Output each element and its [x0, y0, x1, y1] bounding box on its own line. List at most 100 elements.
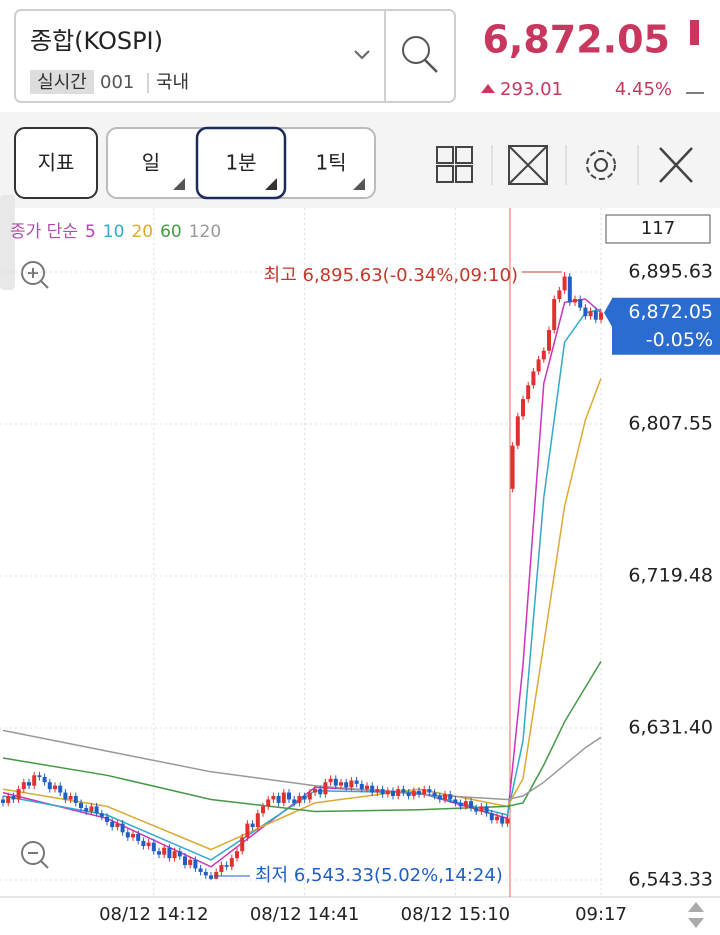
current-price: 6,872.05 [482, 18, 670, 62]
candle-body [411, 790, 416, 797]
candle-body [297, 796, 302, 803]
side-tab[interactable] [0, 195, 15, 290]
candle-body [21, 782, 26, 790]
candle-body [167, 847, 172, 859]
ma-line [2, 661, 602, 813]
candle-body [172, 851, 177, 859]
candle-body [94, 806, 99, 814]
candle-body [229, 858, 234, 867]
candle-body [53, 785, 57, 790]
candle-body [120, 823, 125, 833]
legend-entry: 5 [85, 222, 96, 242]
candle-body [193, 859, 198, 869]
candle-body [437, 796, 442, 800]
candle-body [110, 821, 115, 828]
candle-body [328, 778, 333, 783]
candle-body [401, 789, 406, 793]
index-title: 종합(KOSPI) [30, 27, 163, 55]
candle-body [417, 790, 421, 795]
candle-body [448, 794, 453, 800]
candle-body [89, 806, 94, 812]
candle-body [79, 802, 83, 809]
layout-icon[interactable] [436, 146, 473, 183]
settings-icon[interactable] [586, 150, 616, 180]
candle-body [510, 445, 515, 489]
candle-body [302, 796, 307, 800]
dropdown-icon[interactable] [354, 50, 370, 60]
legend-title: 종가 단순 [10, 222, 78, 242]
candle-body [406, 792, 411, 797]
expand-icon[interactable] [508, 145, 548, 185]
candle-body [250, 823, 255, 828]
x-tick-label: 09:17 [575, 904, 627, 925]
zoom-out[interactable] [21, 841, 49, 869]
candle-body [131, 833, 135, 838]
y-tick-label: 6,895.63 [628, 261, 713, 283]
market-label: 국내 [156, 72, 189, 93]
candle-body [521, 399, 525, 417]
candle-body [27, 782, 31, 786]
tools-icon[interactable] [659, 147, 693, 183]
last-price: 6,872.05 [628, 301, 713, 323]
candle-body [396, 789, 401, 797]
candle-body [235, 851, 239, 859]
x-tick-label: 08/12 14:41 [250, 904, 359, 925]
candle-body [6, 796, 11, 803]
candle-body [333, 778, 338, 786]
corner-mark [353, 178, 365, 190]
visible-count: 117 [641, 218, 675, 239]
period-label[interactable]: 일 [142, 151, 160, 175]
search-icon[interactable] [402, 36, 430, 64]
candle-body [469, 801, 473, 809]
candle-body [198, 868, 203, 872]
candle-body [541, 350, 546, 360]
candle-body [500, 816, 505, 824]
candle-body [365, 785, 369, 790]
candles [1, 272, 603, 880]
period-label[interactable]: 1틱 [315, 151, 346, 175]
x-tick-label: 08/12 15:10 [401, 904, 510, 925]
candle-body [1, 799, 5, 803]
grid [0, 208, 605, 897]
candle-body [11, 796, 16, 800]
period-label[interactable]: 1분 [225, 151, 256, 175]
candle-body [16, 789, 21, 800]
candle-body [547, 330, 551, 351]
candle-body [73, 796, 78, 803]
high-annotation: 최고 6,895.63(-0.34%,09:10) [264, 265, 518, 286]
candle-body [443, 794, 447, 800]
candle-body [515, 416, 520, 446]
candle-body [32, 775, 37, 786]
indicator-button[interactable] [14, 127, 98, 199]
candle-body [162, 847, 167, 855]
candle-body [385, 790, 390, 795]
index-code: 001 [100, 72, 134, 93]
legend-entry: 10 [103, 222, 125, 242]
legend-entry: 20 [131, 222, 153, 242]
ma-line [2, 298, 602, 868]
period-selected[interactable] [195, 126, 287, 200]
candle-body [58, 785, 63, 793]
candle-body [177, 851, 182, 857]
x-tick-label: 08/12 14:12 [99, 904, 208, 925]
zoom-in[interactable] [21, 261, 49, 289]
candle-body [552, 298, 557, 331]
candle-body [125, 832, 130, 838]
realtime-label: 실시간 [37, 72, 87, 93]
candle-body [219, 865, 224, 872]
candle-body [432, 792, 437, 797]
candle-body [157, 851, 161, 855]
candle-body [562, 276, 567, 291]
candle-body [37, 775, 42, 778]
candle-body [344, 782, 349, 788]
candle-body [266, 799, 271, 807]
moving-averages [2, 298, 602, 868]
candle-body [68, 796, 73, 800]
y-tick-label: 6,543.33 [628, 869, 713, 891]
candle-body [214, 871, 219, 879]
y-tick-label: 6,807.55 [628, 413, 713, 435]
search-box[interactable] [14, 9, 456, 103]
scroll-arrows[interactable] [688, 902, 704, 928]
candle-body [105, 816, 109, 822]
